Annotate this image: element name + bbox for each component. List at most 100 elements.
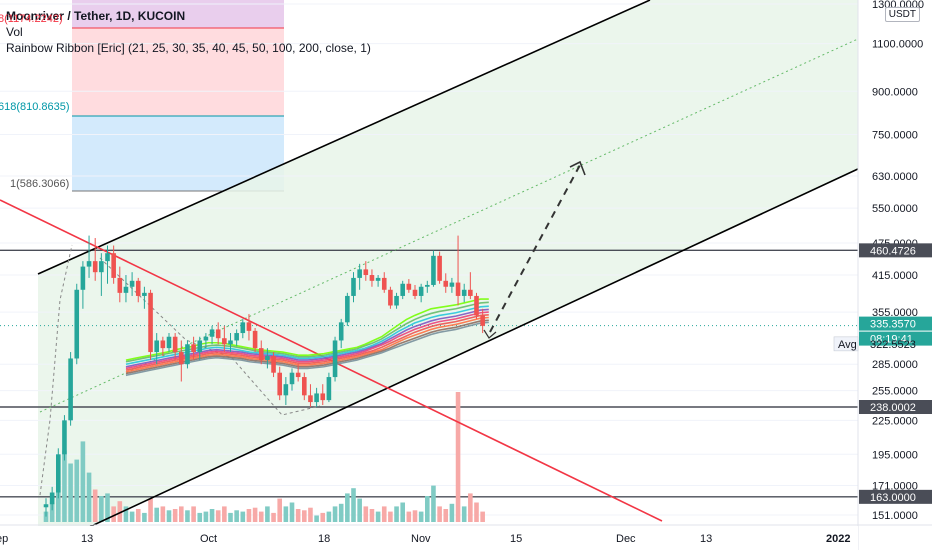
candle-body xyxy=(123,286,129,293)
candle-body xyxy=(363,269,369,276)
candle-body xyxy=(400,283,405,296)
volume-bar xyxy=(468,493,473,522)
candle-body xyxy=(394,295,399,306)
price-badge-3: 322.5523 xyxy=(870,339,916,351)
candle-body xyxy=(437,255,442,281)
x-tick-label: Dec xyxy=(616,533,636,545)
volume-bar xyxy=(455,392,461,522)
candle-body xyxy=(449,282,455,287)
volume-bar xyxy=(142,512,147,522)
price-badge-bg-4 xyxy=(859,400,932,415)
candle-body xyxy=(92,261,98,273)
volume-bar xyxy=(234,510,239,522)
volume-bar xyxy=(351,488,356,522)
pattern-line-start xyxy=(39,244,73,496)
price-badge-bg-0 xyxy=(859,243,932,258)
candle-body xyxy=(357,269,362,278)
candle-body xyxy=(265,356,270,361)
volume-bar xyxy=(332,506,338,522)
candle-body xyxy=(425,284,430,287)
legend-title[interactable]: Moonriver / Tether, 1D, KUCOIN xyxy=(6,9,186,23)
volume-bar xyxy=(265,506,270,522)
volume-bar xyxy=(295,509,301,522)
candle-body xyxy=(203,336,209,341)
fib-label-2: 1(586.3066) xyxy=(10,178,70,190)
volume-bar xyxy=(166,510,172,522)
volume-bar xyxy=(240,511,246,522)
volume-bar xyxy=(375,511,381,522)
candle-body xyxy=(172,336,178,353)
volume-bar xyxy=(258,511,264,522)
candle-body xyxy=(302,377,307,396)
candle-body xyxy=(86,261,92,267)
volume-bar xyxy=(437,506,442,522)
candle-body xyxy=(375,277,381,281)
volume-bar xyxy=(302,510,307,522)
y-tick-label: 750.0000 xyxy=(872,130,918,142)
avg-tag: Avg xyxy=(838,339,857,351)
candle-body xyxy=(443,280,449,287)
legend-indicator[interactable]: Rainbow Ribbon [Eric] (21, 25, 30, 35, 4… xyxy=(6,41,371,55)
y-tick-label: 630.0000 xyxy=(872,171,918,183)
volume-bar xyxy=(56,480,61,522)
candle-body xyxy=(185,344,190,365)
candle-body xyxy=(43,504,49,508)
candle-body xyxy=(314,393,319,403)
volume-bar xyxy=(480,511,485,522)
volume-bar xyxy=(160,506,166,522)
fib-zone-low xyxy=(72,116,284,191)
candle-body xyxy=(74,289,80,359)
volume-bar xyxy=(289,502,295,522)
price-badge-5: 163.0000 xyxy=(870,492,916,504)
volume-bar xyxy=(222,506,227,522)
candle-body xyxy=(412,289,418,296)
price-axis-background xyxy=(858,0,932,550)
volume-bar xyxy=(363,506,369,522)
candle-body xyxy=(431,255,436,285)
channel-lower-line xyxy=(39,167,861,550)
y-tick-label: 171.0000 xyxy=(872,480,918,492)
volume-bar xyxy=(277,498,282,522)
chart-legend: Moonriver / Tether, 1D, KUCOIN Vol Rainb… xyxy=(6,8,371,56)
volume-bar xyxy=(117,501,123,522)
volume-bar xyxy=(369,509,375,522)
x-tick-label: 18 xyxy=(318,533,330,545)
volume-bar xyxy=(111,506,116,522)
volume-bar xyxy=(135,509,141,522)
price-badge-1: 335.3570 xyxy=(870,319,916,331)
x-tick-label: 2022 xyxy=(826,533,850,545)
candle-body xyxy=(461,289,467,296)
candle-body xyxy=(351,277,356,296)
x-tick-label: 13 xyxy=(700,533,712,545)
candle-body xyxy=(326,377,332,401)
candle-body xyxy=(345,295,350,323)
candle-body xyxy=(406,283,412,290)
price-badge-bg-2 xyxy=(859,331,932,346)
candle-body xyxy=(191,344,196,353)
y-tick-label: 355.0000 xyxy=(872,307,918,319)
candle-body xyxy=(308,395,313,403)
candle-body xyxy=(320,393,326,401)
volume-bar xyxy=(62,450,67,522)
volume-bar xyxy=(179,506,184,522)
currency-badge[interactable]: USDT xyxy=(884,7,920,22)
volume-bar xyxy=(338,503,344,522)
volume-bar xyxy=(283,506,289,522)
candle-body xyxy=(468,289,473,296)
fib-label-0: 8(1174.2242) xyxy=(0,13,63,25)
candle-body xyxy=(258,348,264,361)
candle-body xyxy=(222,338,227,345)
candle-body xyxy=(283,384,289,396)
volume-bar xyxy=(105,493,110,522)
candle-body xyxy=(209,329,215,337)
candle-body xyxy=(135,280,141,296)
volume-bar xyxy=(252,507,258,522)
volume-bar xyxy=(197,512,203,522)
candle-body xyxy=(381,277,387,290)
candle-body xyxy=(154,340,159,353)
candle-body xyxy=(388,289,393,306)
price-badge-2: 08:19:41 xyxy=(870,334,913,346)
legend-volume[interactable]: Vol xyxy=(6,25,23,39)
candle-body xyxy=(68,358,73,421)
